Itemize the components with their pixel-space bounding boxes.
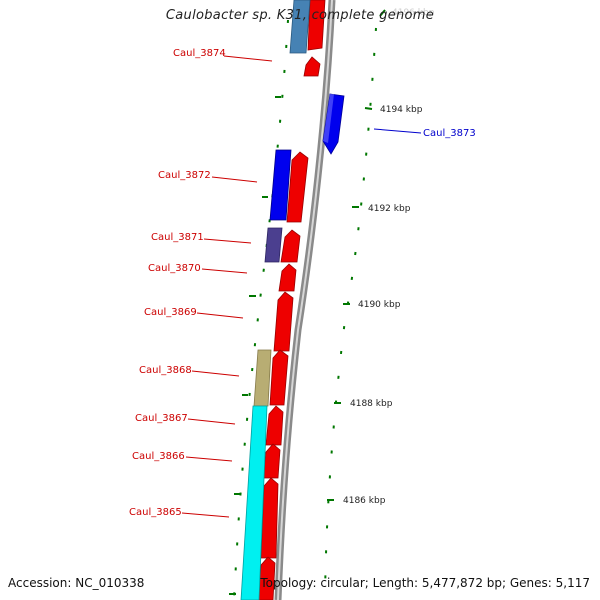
gene-label-caul-3872[interactable]: Caul_3872 — [158, 170, 211, 181]
gene-arrow-caul-3868[interactable] — [269, 349, 289, 406]
tick-4194 — [364, 107, 373, 110]
blue-block-caul-3872[interactable] — [269, 149, 292, 221]
gene-arrow-caul-3873[interactable] — [322, 93, 345, 155]
gene-label-caul-3868[interactable]: Caul_3868 — [139, 365, 192, 376]
scale-ticks — [229, 96, 373, 595]
steelblue-block[interactable] — [289, 0, 311, 54]
accession-text: Accession: NC_010338 — [8, 576, 145, 590]
tick-label: 4186 kbp — [343, 496, 386, 506]
feature-blocks[interactable] — [240, 0, 311, 600]
tick-label: 4190 kbp — [358, 300, 401, 310]
outer-scale-ring — [324, 9, 386, 600]
gene-arrow-caul-3874[interactable] — [303, 56, 321, 77]
khaki-block-caul-3868[interactable] — [253, 349, 272, 407]
tick-label: 4192 kbp — [368, 204, 411, 214]
tick-label: 4196 kbp — [392, 8, 435, 18]
gene-arrow-caul-3867[interactable] — [265, 405, 284, 446]
gene-label-caul-3873[interactable]: Caul_3873 — [423, 128, 476, 139]
map-title: Caulobacter sp. K31, complete genome — [165, 8, 435, 23]
label-leaders — [181, 55, 422, 518]
gene-arrow-caul-3871[interactable] — [280, 229, 301, 263]
gene-arrow-caul-3872[interactable] — [286, 151, 309, 223]
slateblue-block-caul-3871[interactable] — [264, 227, 283, 263]
scale-tick-labels: 4196 kbp 4194 kbp 4192 kbp 4190 kbp 4188… — [343, 8, 435, 506]
gene-label-caul-3870[interactable]: Caul_3870 — [148, 263, 201, 274]
gene-arrow-top[interactable] — [307, 0, 326, 51]
gene-label-caul-3866[interactable]: Caul_3866 — [132, 451, 185, 462]
gene-label-caul-3869[interactable]: Caul_3869 — [144, 307, 197, 318]
genome-info-text: Topology: circular; Length: 5,477,872 bp… — [260, 576, 590, 590]
tick-label: 4194 kbp — [380, 105, 423, 115]
gene-label-caul-3865[interactable]: Caul_3865 — [129, 507, 182, 518]
gene-label-caul-3874[interactable]: Caul_3874 — [173, 48, 226, 59]
gene-label-caul-3867[interactable]: Caul_3867 — [135, 413, 188, 424]
tick-label: 4188 kbp — [350, 399, 393, 409]
genome-backbone — [274, 0, 336, 600]
gene-labels: Caul_3874 Caul_3873 Caul_3872 Caul_3871 … — [129, 48, 476, 518]
forward-gene-track[interactable] — [257, 0, 326, 600]
gene-label-caul-3871[interactable]: Caul_3871 — [151, 232, 204, 243]
cyan-block[interactable] — [240, 405, 268, 600]
gene-arrow-caul-3870[interactable] — [278, 263, 297, 292]
gene-arrow-caul-3869[interactable] — [273, 291, 294, 352]
